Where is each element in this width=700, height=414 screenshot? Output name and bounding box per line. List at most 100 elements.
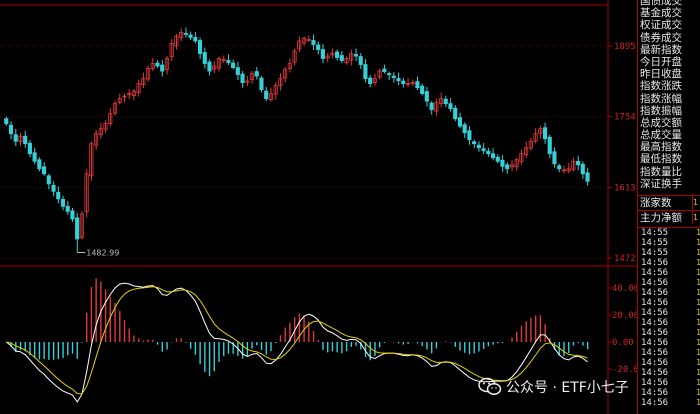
candle-down (481, 148, 486, 152)
tick-value: 1 (696, 358, 700, 367)
time-row: 14:56 1 (638, 358, 700, 368)
candle-up (325, 55, 330, 59)
candle-down (490, 153, 496, 159)
time-value: 14:55 (641, 248, 669, 258)
candle-down (320, 49, 325, 59)
candle-down (557, 165, 562, 170)
time-value: 14:56 (641, 348, 669, 358)
tick-value: 1 (696, 258, 700, 267)
candle-down (495, 156, 500, 162)
tick-value: 1 (696, 398, 700, 407)
macd-tick-label: 40.00 (612, 284, 637, 294)
rise-count-label: 涨家数 (640, 197, 672, 209)
menu-item[interactable]: 债券成交 (640, 31, 682, 44)
candle-up (297, 40, 302, 50)
tick-value: 1 (696, 338, 700, 347)
candle-up (249, 73, 255, 80)
candle-down (547, 136, 552, 155)
candle-up (179, 32, 184, 38)
menu-item[interactable]: 深证换手 (640, 177, 682, 190)
candle-up (283, 69, 288, 79)
candle-down (8, 124, 14, 135)
candle-down (505, 164, 510, 170)
tick-value: 1 (696, 368, 700, 377)
tick-value: 1 (696, 278, 700, 287)
menu-item[interactable]: 昨日收盘 (640, 68, 682, 81)
candle-up (112, 103, 118, 114)
candle-up (306, 39, 311, 41)
candle-down (353, 54, 359, 57)
candle-down (339, 55, 344, 61)
candle-down (311, 40, 316, 45)
candle-down (188, 34, 193, 38)
candle-down (368, 77, 373, 84)
candle-up (349, 53, 354, 61)
candle-down (193, 37, 198, 42)
candle-up (405, 83, 411, 85)
time-value: 14:56 (641, 328, 669, 338)
candle-up (136, 83, 141, 94)
candle-up (221, 59, 226, 61)
menu-item[interactable]: 国债成交 (640, 0, 682, 7)
menu-item[interactable]: 指数涨跌 (640, 80, 682, 93)
macd-tick-label: 0.00 (612, 338, 634, 348)
candle-down (197, 40, 203, 54)
time-value: 14:56 (641, 268, 669, 278)
time-row: 14:56 1 (638, 298, 700, 308)
candle-up (514, 159, 519, 168)
candle-up (131, 90, 136, 97)
candle-down (160, 64, 165, 72)
menu-item[interactable]: 指数涨幅 (640, 92, 682, 105)
candle-up (164, 58, 170, 70)
candle-down (585, 172, 590, 182)
candle-down (335, 51, 340, 58)
candle-up (18, 135, 23, 143)
menu-item[interactable]: 指数量比 (640, 165, 682, 178)
menu-item[interactable]: 基金成交 (640, 7, 682, 20)
candle-up (212, 65, 217, 70)
menu-item[interactable]: 最新指数 (640, 43, 682, 56)
candle-down (183, 33, 188, 35)
time-row: 14:55 1 (638, 228, 700, 238)
candle-down (264, 90, 269, 100)
rise-count-value: 1 (692, 196, 700, 209)
candle-down (576, 160, 581, 166)
tick-value: 1 (696, 228, 700, 237)
candle-up (434, 102, 439, 112)
price-tick-label: 1754 (614, 113, 636, 123)
candle-down (500, 159, 505, 167)
menu-item[interactable]: 最低指数 (640, 153, 682, 166)
candle-up (141, 78, 146, 85)
candle-down (13, 134, 18, 142)
main-flow-value: 1 (692, 211, 700, 224)
candle-down (70, 210, 75, 220)
candle-down (4, 118, 9, 125)
candle-up (122, 95, 127, 98)
tick-time-list: 14:55 1 14:55 1 14:55 1 14:56 1 14:56 1 14:56 1 14:5… (638, 227, 700, 408)
candle-up (301, 38, 307, 44)
candle-down (453, 107, 458, 120)
main-flow-row[interactable]: 主力净额 1 (638, 210, 700, 224)
candle-up (150, 63, 155, 69)
time-row: 14:56 1 (638, 348, 700, 358)
time-value: 14:56 (641, 288, 669, 298)
candle-up (538, 128, 543, 134)
menu-item[interactable]: 总成交量 (640, 129, 682, 142)
tick-value: 1 (696, 288, 700, 297)
menu-item[interactable]: 权证成交 (640, 19, 682, 32)
candle-down (429, 102, 434, 111)
time-row: 14:55 1 (638, 248, 700, 258)
time-row: 14:56 1 (638, 398, 700, 408)
time-value: 14:56 (641, 358, 669, 368)
candle-down (457, 117, 463, 127)
candle-up (98, 128, 103, 136)
kline-chart[interactable]: 1895 1754 1613 1472 40.00 20.00 0.00 -20.00 14… (0, 0, 637, 414)
candle-up (79, 213, 84, 238)
candle-down (476, 144, 481, 149)
menu-item[interactable]: 总成交额 (640, 116, 682, 129)
menu-item[interactable]: 指数振幅 (640, 104, 682, 117)
menu-item[interactable]: 今日开盘 (640, 55, 682, 68)
menu-item[interactable]: 最高指数 (640, 141, 682, 154)
rise-count-row[interactable]: 涨家数 1 (638, 195, 700, 209)
candle-down (486, 150, 491, 155)
